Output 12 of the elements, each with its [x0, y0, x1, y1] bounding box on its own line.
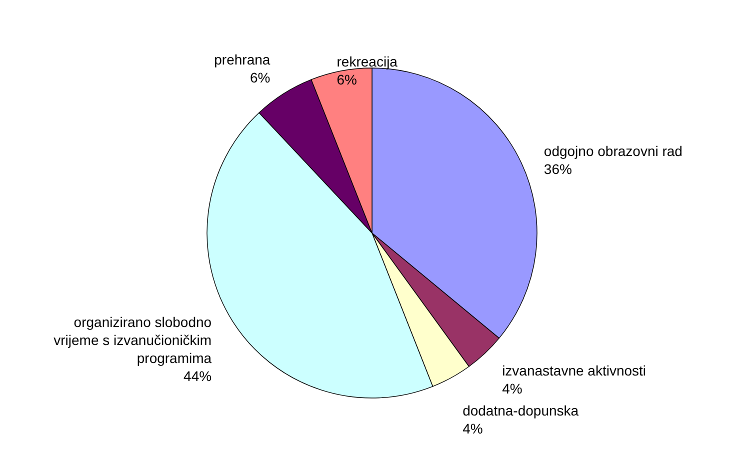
slice-label: prehrana [214, 52, 270, 68]
slice-label: organizirano slobodno vrijeme s izvanučioničkim programima [54, 314, 212, 366]
slice-label: izvanastavne aktivnosti [502, 362, 646, 379]
slice-label: rekreacija [336, 53, 398, 70]
data-label: 6% [250, 70, 270, 86]
data-label: 4% [502, 380, 522, 397]
slice-label: dodatna-dopunska [462, 402, 579, 419]
data-label: 36% [544, 161, 572, 178]
slice-label: odgojno obrazovni rad [544, 143, 682, 160]
data-label: 44% [184, 368, 212, 384]
data-label: 6% [336, 71, 358, 88]
data-label: 4% [462, 420, 483, 437]
